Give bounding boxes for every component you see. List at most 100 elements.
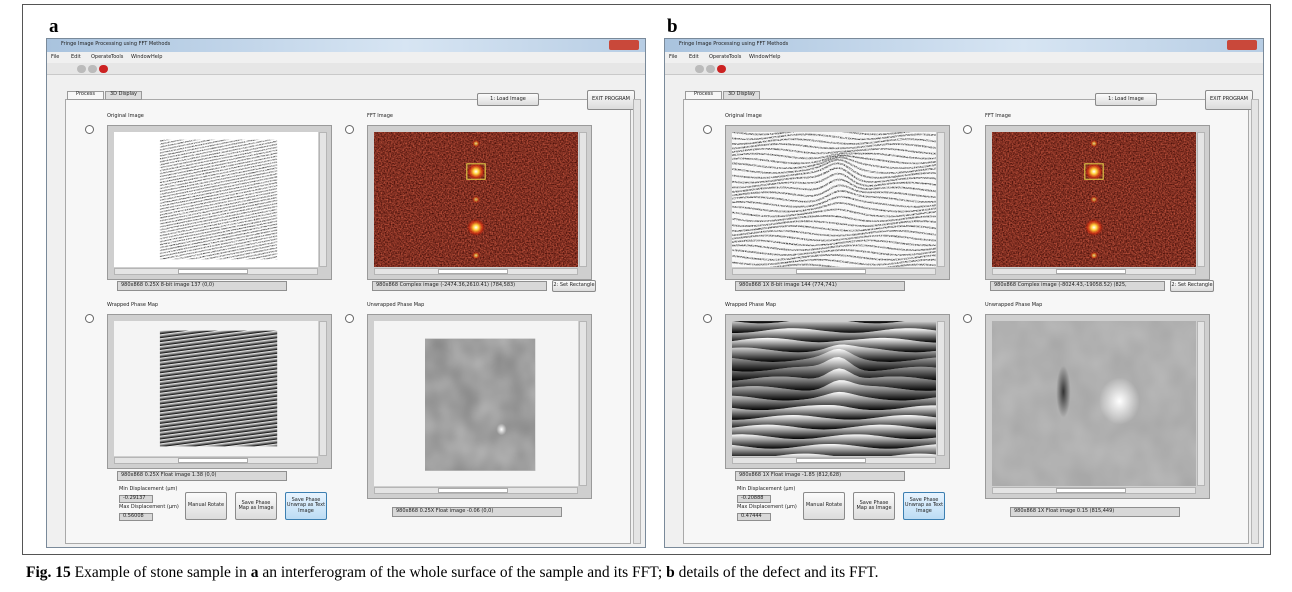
toolbar-icon[interactable] bbox=[717, 65, 726, 73]
image bbox=[374, 132, 578, 267]
image bbox=[992, 132, 1196, 267]
scrollbar bbox=[1251, 99, 1259, 544]
image-frame bbox=[107, 125, 332, 280]
image-graphic bbox=[992, 132, 1196, 267]
zoom-icon[interactable] bbox=[703, 125, 712, 134]
image-frame bbox=[725, 125, 950, 280]
image-graphic bbox=[472, 140, 480, 148]
zoom-icon[interactable] bbox=[963, 125, 972, 134]
menu-item[interactable]: Tools bbox=[111, 55, 123, 61]
scroll-thumb[interactable] bbox=[178, 458, 248, 463]
toolbar-icon[interactable] bbox=[695, 65, 704, 73]
zoom-icon[interactable] bbox=[345, 314, 354, 323]
zoom-icon[interactable] bbox=[345, 125, 354, 134]
image-frame bbox=[985, 125, 1210, 280]
menu-item[interactable]: Operate bbox=[91, 55, 111, 61]
max-label: Max Displacement (μm) bbox=[119, 505, 179, 511]
app-window: Fringe Image Processing using FFT Method… bbox=[664, 38, 1264, 548]
zoom-icon[interactable] bbox=[85, 314, 94, 323]
zoom-icon[interactable] bbox=[963, 314, 972, 323]
scroll-thumb[interactable] bbox=[438, 269, 508, 274]
v-scrollbar bbox=[1197, 132, 1205, 267]
exit-button[interactable]: EXIT PROGRAM bbox=[587, 90, 635, 110]
menu-item[interactable]: Edit bbox=[689, 55, 699, 61]
image-graphic bbox=[160, 331, 277, 447]
action-button[interactable]: Save Phase Map as Image bbox=[853, 492, 895, 520]
load-button[interactable]: 1: Load Image bbox=[1095, 93, 1157, 106]
image-title: Unwrapped Phase Map bbox=[367, 303, 424, 309]
app-window: Fringe Image Processing using FFT Method… bbox=[46, 38, 646, 548]
image-graphic bbox=[1056, 366, 1070, 418]
image-graphic bbox=[1090, 252, 1098, 260]
menu-item[interactable]: Window bbox=[131, 55, 151, 61]
min-label: Min Displacement (μm) bbox=[119, 487, 177, 493]
image-graphic bbox=[114, 321, 318, 456]
image-frame bbox=[725, 314, 950, 469]
image-graphic bbox=[1085, 219, 1103, 236]
menu-item[interactable]: File bbox=[51, 55, 59, 61]
menu-item[interactable]: Operate bbox=[709, 55, 729, 61]
image bbox=[732, 132, 936, 267]
image-graphic bbox=[992, 321, 1196, 486]
set-rectangle-button[interactable]: 2: Set Rectangle bbox=[1170, 280, 1214, 292]
image bbox=[374, 321, 578, 486]
toolbar-icon[interactable] bbox=[99, 65, 108, 73]
panel-label: a bbox=[49, 16, 59, 38]
caption-part: Example of stone sample in bbox=[71, 564, 251, 581]
image-title: Wrapped Phase Map bbox=[107, 303, 158, 309]
status-bar: 980x868 Complex image (-8024.43,-19058.5… bbox=[990, 281, 1165, 291]
toolbar-icon[interactable] bbox=[706, 65, 715, 73]
action-button[interactable]: Save Phase Map as Image bbox=[235, 492, 277, 520]
action-button[interactable]: Save Phase Unwrap as Text Image bbox=[285, 492, 327, 520]
menu-item[interactable]: File bbox=[669, 55, 677, 61]
load-button[interactable]: 1: Load Image bbox=[477, 93, 539, 106]
menu-item[interactable]: Edit bbox=[71, 55, 81, 61]
menu-item[interactable]: Tools bbox=[729, 55, 741, 61]
scroll-thumb[interactable] bbox=[1056, 269, 1126, 274]
scroll-thumb[interactable] bbox=[178, 269, 248, 274]
status-bar: 980x868 1X 8-bit image 144 (774,741) bbox=[735, 281, 905, 291]
toolbar-icon[interactable] bbox=[77, 65, 86, 73]
panel-label: b bbox=[667, 16, 678, 38]
image-graphic bbox=[374, 132, 578, 267]
action-button[interactable]: Manual Rotate bbox=[803, 492, 845, 520]
scroll-thumb[interactable] bbox=[796, 458, 866, 463]
zoom-icon[interactable] bbox=[85, 125, 94, 134]
menu-item[interactable]: Help bbox=[769, 55, 780, 61]
image bbox=[114, 132, 318, 267]
status-bar: 980x868 1X Float image 0.15 (815,449) bbox=[1010, 507, 1180, 517]
image-graphic bbox=[1099, 378, 1140, 425]
scroll-thumb[interactable] bbox=[796, 269, 866, 274]
image-graphic bbox=[732, 321, 936, 456]
status-bar: 980x868 1X Float image -1.85 (812,628) bbox=[735, 471, 905, 481]
image-graphic bbox=[1085, 163, 1103, 180]
tab[interactable]: Process bbox=[67, 91, 104, 100]
image bbox=[114, 321, 318, 456]
action-button[interactable]: Manual Rotate bbox=[185, 492, 227, 520]
tab[interactable]: Process bbox=[685, 91, 722, 100]
max-value: 0.47444 bbox=[737, 513, 771, 521]
action-button[interactable]: Save Phase Unwrap as Text Image bbox=[903, 492, 945, 520]
close-button[interactable] bbox=[609, 40, 639, 50]
v-scrollbar bbox=[319, 321, 327, 456]
window-title: Fringe Image Processing using FFT Method… bbox=[679, 42, 788, 48]
status-bar: 980x868 Complex image (-2474.36,2610.41)… bbox=[372, 281, 547, 291]
menu-item[interactable]: Help bbox=[151, 55, 162, 61]
set-rectangle-button[interactable]: 2: Set Rectangle bbox=[552, 280, 596, 292]
image-graphic bbox=[467, 219, 485, 236]
toolbar-icon[interactable] bbox=[88, 65, 97, 73]
zoom-icon[interactable] bbox=[703, 314, 712, 323]
image-graphic bbox=[496, 424, 506, 436]
caption: Fig. 15 Example of stone sample in a an … bbox=[26, 564, 878, 582]
tab[interactable]: 3D Display bbox=[723, 91, 760, 100]
menu-item[interactable]: Window bbox=[749, 55, 769, 61]
scroll-thumb[interactable] bbox=[1056, 488, 1126, 493]
scroll-thumb[interactable] bbox=[438, 488, 508, 493]
caption-part: Fig. 15 bbox=[26, 564, 71, 581]
image-title: Wrapped Phase Map bbox=[725, 303, 776, 309]
image-frame bbox=[367, 314, 592, 499]
close-button[interactable] bbox=[1227, 40, 1257, 50]
v-scrollbar bbox=[937, 321, 945, 456]
tab[interactable]: 3D Display bbox=[105, 91, 142, 100]
exit-button[interactable]: EXIT PROGRAM bbox=[1205, 90, 1253, 110]
